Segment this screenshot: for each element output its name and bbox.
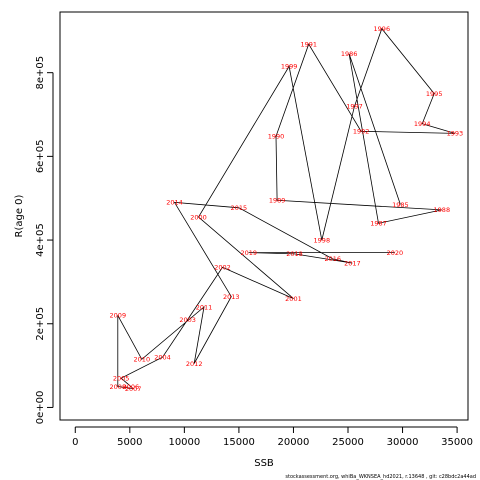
y-tick-label: 8e+05	[35, 56, 46, 90]
year-label-2006: 2006	[123, 383, 140, 391]
year-label-2005: 2005	[113, 374, 130, 382]
x-tick-label: 0	[72, 437, 78, 448]
x-tick-label: 35000	[441, 437, 473, 448]
year-label-1991: 1991	[300, 41, 317, 49]
x-tick-label: 20000	[278, 437, 310, 448]
year-label-1998: 1998	[314, 236, 331, 244]
year-label-1995: 1995	[426, 90, 443, 98]
year-label-2019: 2019	[240, 249, 257, 257]
y-tick-label: 6e+05	[35, 140, 46, 174]
year-label-1987: 1987	[370, 220, 387, 228]
year-label-2013: 2013	[223, 293, 240, 301]
year-label-1989: 1989	[269, 197, 286, 205]
year-label-1992: 1992	[353, 128, 370, 136]
footer-text: stockassessment.org, whiBa_WKNSEA_hd2021…	[285, 474, 476, 480]
year-label-2002: 2002	[214, 264, 231, 272]
x-axis-title: SSB	[254, 458, 274, 469]
x-tick-label: 15000	[223, 437, 255, 448]
year-label-2012: 2012	[186, 360, 203, 368]
trajectory-polyline	[117, 27, 456, 390]
y-axis-title: R(age 0)	[14, 194, 25, 237]
plot-frame	[59, 11, 469, 421]
x-tick-label: 25000	[332, 437, 364, 448]
year-label-1996: 1996	[374, 25, 391, 33]
year-label-2018: 2018	[286, 250, 303, 258]
year-label-2001: 2001	[285, 295, 302, 303]
year-label-1990: 1990	[268, 133, 285, 141]
year-label-1988: 1988	[434, 206, 451, 214]
year-label-2010: 2010	[134, 356, 151, 364]
x-tick-label: 30000	[387, 437, 419, 448]
year-label-2011: 2011	[196, 303, 213, 311]
year-label-2009: 2009	[110, 312, 127, 320]
year-label-1993: 1993	[447, 130, 464, 138]
year-label-1994: 1994	[414, 120, 431, 128]
year-label-2017: 2017	[344, 259, 361, 267]
year-label-2020: 2020	[387, 249, 404, 257]
year-label-1985: 1985	[392, 201, 409, 209]
x-axis: 0 5000 10000 15000 20000 25000 30000 35000	[72, 426, 473, 448]
trajectory-line	[117, 27, 456, 390]
year-label-1997: 1997	[346, 102, 363, 110]
year-label-2016: 2016	[324, 255, 341, 263]
year-label-2015: 2015	[231, 204, 248, 212]
x-tick-label: 10000	[168, 437, 200, 448]
y-axis: 0e+00 2e+05 4e+05 6e+05 8e+05	[35, 56, 54, 425]
y-tick-label: 2e+05	[35, 307, 46, 341]
year-label-2003: 2003	[179, 316, 196, 324]
x-tick-label: 5000	[117, 437, 142, 448]
year-label-1999: 1999	[281, 63, 298, 71]
year-label-2014: 2014	[166, 199, 183, 207]
year-label-1986: 1986	[341, 50, 358, 58]
year-label-2008: 2008	[110, 383, 127, 391]
year-label-2004: 2004	[154, 354, 171, 362]
y-tick-label: 4e+05	[35, 223, 46, 257]
year-label-2007: 2007	[125, 385, 142, 393]
y-tick-label: 0e+00	[35, 391, 46, 425]
year-label-2000: 2000	[190, 213, 207, 221]
year-labels: 1985 1986 1987 1988 1989 1990 1991 1992 1993 1994…	[110, 25, 464, 393]
